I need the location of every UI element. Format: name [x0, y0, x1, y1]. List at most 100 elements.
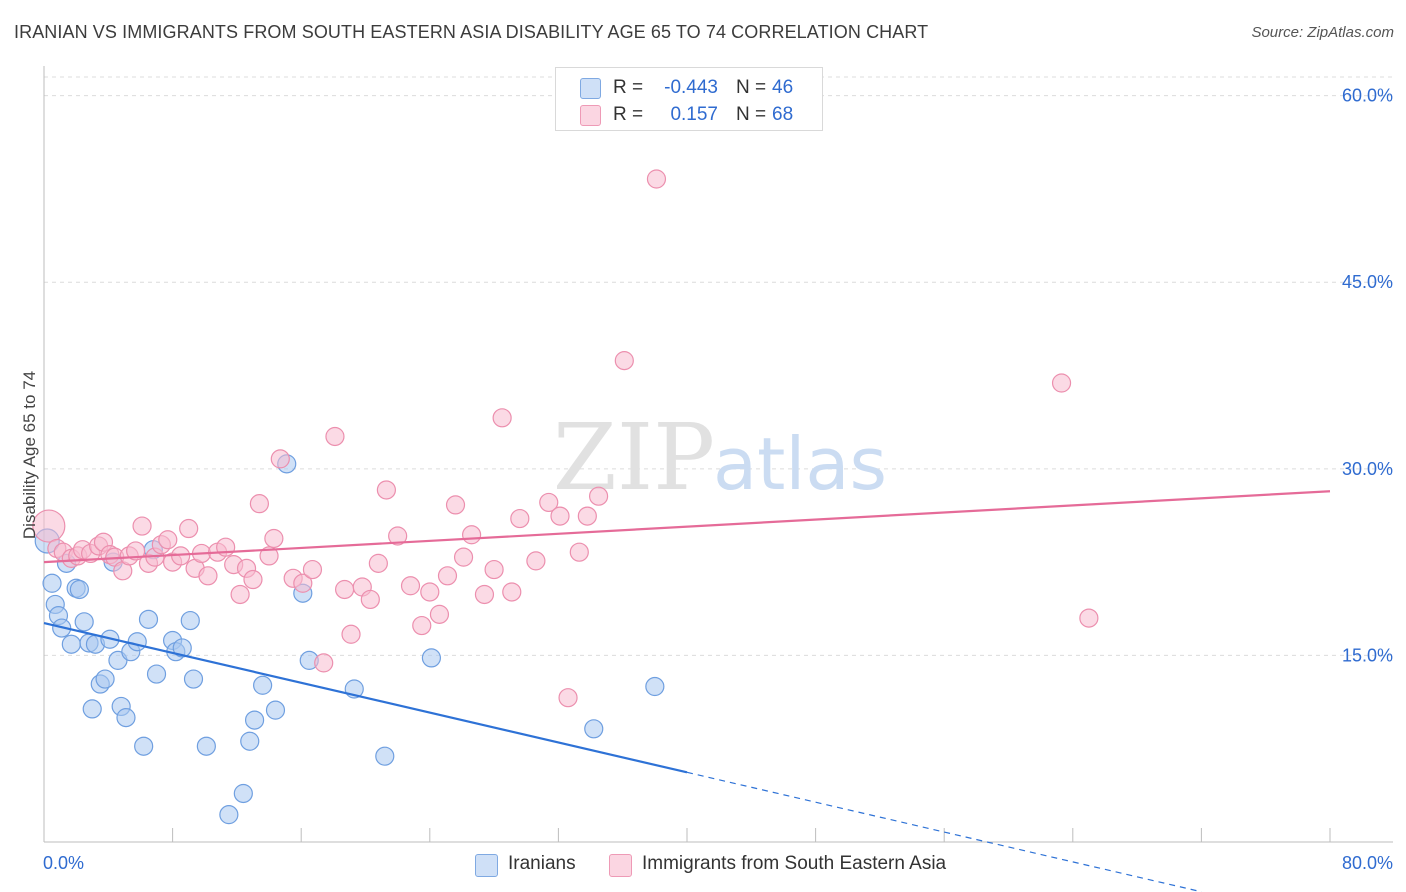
source-label: Source: ZipAtlas.com — [1251, 24, 1394, 41]
correlation-legend: R = -0.443 N = 46 R = 0.157 N = 68 — [555, 67, 823, 131]
legend-n-label: N = — [736, 77, 767, 98]
point-iranians — [146, 664, 167, 684]
point-immigrants — [126, 541, 146, 561]
legend-r-label: R = — [613, 77, 644, 98]
point-immigrants — [412, 615, 432, 636]
point-immigrants — [429, 604, 450, 624]
point-iranians — [61, 634, 81, 654]
legend-r-value: -0.443 — [664, 77, 718, 98]
point-immigrants — [453, 547, 474, 567]
legend-n-label: N = — [736, 104, 767, 125]
point-immigrants — [510, 508, 530, 529]
y-tick-label: 45.0% — [1342, 272, 1393, 292]
trendline-iranians-extension — [686, 771, 1202, 892]
point-iranians — [219, 805, 239, 825]
point-immigrants — [360, 589, 380, 610]
point-immigrants — [243, 569, 263, 590]
point-immigrants — [32, 509, 66, 543]
y-axis-title: Disability Age 65 to 74 — [20, 370, 39, 540]
legend-r-label: R = — [613, 104, 644, 125]
legend-n-value: 46 — [772, 77, 794, 98]
chart-title: IRANIAN VS IMMIGRANTS FROM SOUTH EASTERN… — [14, 22, 929, 42]
legend-swatch-immigrants — [580, 105, 601, 126]
point-iranians — [82, 699, 102, 719]
point-iranians — [196, 736, 216, 756]
point-immigrants — [249, 494, 270, 514]
watermark: ZIP atlas — [553, 404, 887, 511]
point-iranians — [233, 783, 253, 804]
point-iranians — [69, 579, 89, 600]
point-immigrants — [230, 584, 250, 605]
point-iranians — [180, 610, 200, 631]
trendline-iranians — [43, 622, 688, 774]
point-immigrants — [270, 449, 290, 469]
y-tick-label: 30.0% — [1342, 459, 1393, 479]
point-immigrants — [335, 579, 355, 600]
point-iranians — [127, 632, 147, 652]
legend-row-immigrants: R = 0.157 N = 68 — [556, 102, 822, 128]
legend-n-value: 68 — [772, 104, 794, 125]
point-iranians — [116, 708, 136, 728]
point-immigrants — [484, 559, 504, 580]
point-iranians — [244, 710, 265, 730]
point-immigrants — [264, 528, 284, 549]
point-iranians — [138, 609, 159, 629]
point-iranians — [183, 669, 204, 689]
point-immigrants — [1051, 373, 1072, 393]
point-immigrants — [132, 516, 152, 536]
point-immigrants — [646, 169, 667, 189]
point-immigrants — [400, 576, 421, 596]
trendlines — [43, 490, 1331, 892]
point-immigrants — [526, 551, 546, 571]
point-immigrants — [368, 553, 388, 573]
trendline-immigrants — [43, 490, 1331, 564]
x-tick-max: 80.0% — [1341, 853, 1393, 873]
point-iranians — [584, 719, 604, 739]
series-legend: Iranians Immigrants from South Eastern A… — [0, 852, 1406, 878]
point-immigrants — [550, 506, 570, 526]
point-immigrants — [293, 573, 313, 593]
point-immigrants — [588, 486, 609, 506]
point-immigrants — [502, 582, 522, 602]
point-iranians — [421, 648, 442, 668]
point-immigrants — [198, 566, 218, 586]
watermark-zip: ZIP — [553, 404, 715, 511]
point-iranians — [645, 676, 665, 697]
x-tick-min: 0.0% — [43, 853, 85, 873]
point-immigrants — [437, 566, 458, 586]
point-immigrants — [461, 525, 482, 545]
point-immigrants — [388, 526, 408, 546]
point-iranians — [42, 573, 62, 593]
point-immigrants — [302, 559, 323, 580]
point-immigrants — [179, 518, 199, 539]
point-immigrants — [474, 584, 495, 605]
y-tick-label: 60.0% — [1342, 86, 1393, 106]
point-iranians — [253, 675, 273, 695]
legend-r-value: 0.157 — [670, 104, 718, 125]
point-immigrants — [539, 492, 559, 513]
point-iranians — [134, 736, 154, 756]
legend-swatch-immigrants — [609, 854, 632, 877]
point-immigrants — [314, 653, 334, 673]
legend-label-immigrants: Immigrants from South Eastern Asia — [642, 853, 947, 874]
legend-swatch-iranians — [475, 854, 498, 877]
watermark-atlas: atlas — [713, 422, 887, 506]
point-immigrants — [376, 480, 396, 500]
point-immigrants — [325, 426, 345, 447]
y-tick-labels: 15.0% 30.0% 45.0% 60.0% — [1342, 86, 1393, 666]
point-iranians — [95, 669, 115, 689]
point-immigrants — [577, 506, 597, 526]
point-immigrants — [158, 530, 178, 550]
point-immigrants — [1079, 608, 1099, 628]
point-immigrants — [558, 688, 578, 708]
point-immigrants — [492, 408, 512, 428]
point-immigrants — [614, 351, 634, 371]
y-tick-label: 15.0% — [1342, 645, 1393, 665]
point-iranians — [265, 700, 286, 720]
point-iranians — [74, 612, 94, 632]
point-immigrants — [341, 624, 361, 644]
point-iranians — [240, 731, 260, 751]
point-immigrants — [569, 542, 589, 562]
series-immigrants-sea — [32, 169, 1099, 708]
